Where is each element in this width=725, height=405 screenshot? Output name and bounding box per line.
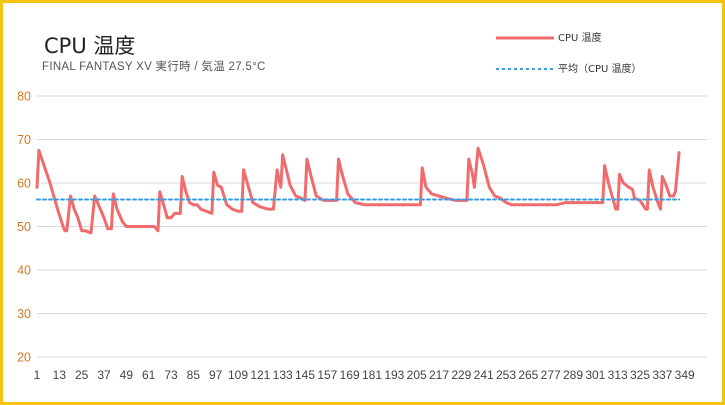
x-tick-label: 109 <box>228 368 248 382</box>
x-tick-label: 37 <box>97 368 111 382</box>
legend: CPU 温度 平均（CPU 温度） <box>496 31 642 75</box>
y-tick-label: 80 <box>17 90 31 104</box>
x-tick-label: 241 <box>474 368 494 382</box>
y-tick-label: 20 <box>17 351 31 365</box>
y-tick-label: 40 <box>17 264 31 278</box>
x-tick-label: 193 <box>384 368 404 382</box>
series <box>35 146 681 235</box>
chart-title: CPU 温度 <box>44 34 135 58</box>
x-tick-label: 277 <box>541 368 561 382</box>
y-tick-label: 50 <box>17 220 31 234</box>
y-tick-label: 70 <box>17 133 31 147</box>
x-tick-label: 313 <box>608 368 628 382</box>
y-tick-label: 30 <box>17 307 31 321</box>
x-tick-label: 13 <box>53 368 67 382</box>
x-tick-label: 157 <box>317 368 337 382</box>
legend-label-average: 平均（CPU 温度） <box>558 62 642 75</box>
x-tick-label: 85 <box>187 368 201 382</box>
x-tick-label: 181 <box>362 368 382 382</box>
y-tick-label: 60 <box>17 177 31 191</box>
x-tick-label: 97 <box>209 368 223 382</box>
x-tick-label: 25 <box>75 368 89 382</box>
x-tick-label: 253 <box>496 368 516 382</box>
x-tick-label: 49 <box>120 368 134 382</box>
x-tick-label: 1 <box>34 368 41 382</box>
chart-subtitle: FINAL FANTASY XV 実行時 / 気温 27.5°C <box>42 59 266 73</box>
x-axis-ticks: 1 13 25 37 49 61 73 85 97 109 121 133 145 157 169 181 19… <box>34 368 695 382</box>
x-tick-label: 349 <box>675 368 695 382</box>
x-tick-label: 145 <box>295 368 315 382</box>
x-tick-label: 265 <box>518 368 538 382</box>
x-tick-label: 337 <box>652 368 672 382</box>
x-tick-label: 169 <box>340 368 360 382</box>
x-tick-label: 229 <box>451 368 471 382</box>
x-tick-label: 217 <box>429 368 449 382</box>
x-tick-label: 289 <box>563 368 583 382</box>
legend-label-cpu: CPU 温度 <box>558 31 602 44</box>
x-tick-label: 205 <box>407 368 427 382</box>
x-tick-label: 61 <box>142 368 156 382</box>
y-axis-ticks: 20 30 40 50 60 70 80 <box>17 90 31 365</box>
x-tick-label: 73 <box>164 368 178 382</box>
x-tick-label: 325 <box>630 368 650 382</box>
x-tick-label: 301 <box>585 368 605 382</box>
x-tick-label: 121 <box>250 368 270 382</box>
x-tick-label: 133 <box>273 368 293 382</box>
cpu-temperature-line <box>35 146 681 235</box>
